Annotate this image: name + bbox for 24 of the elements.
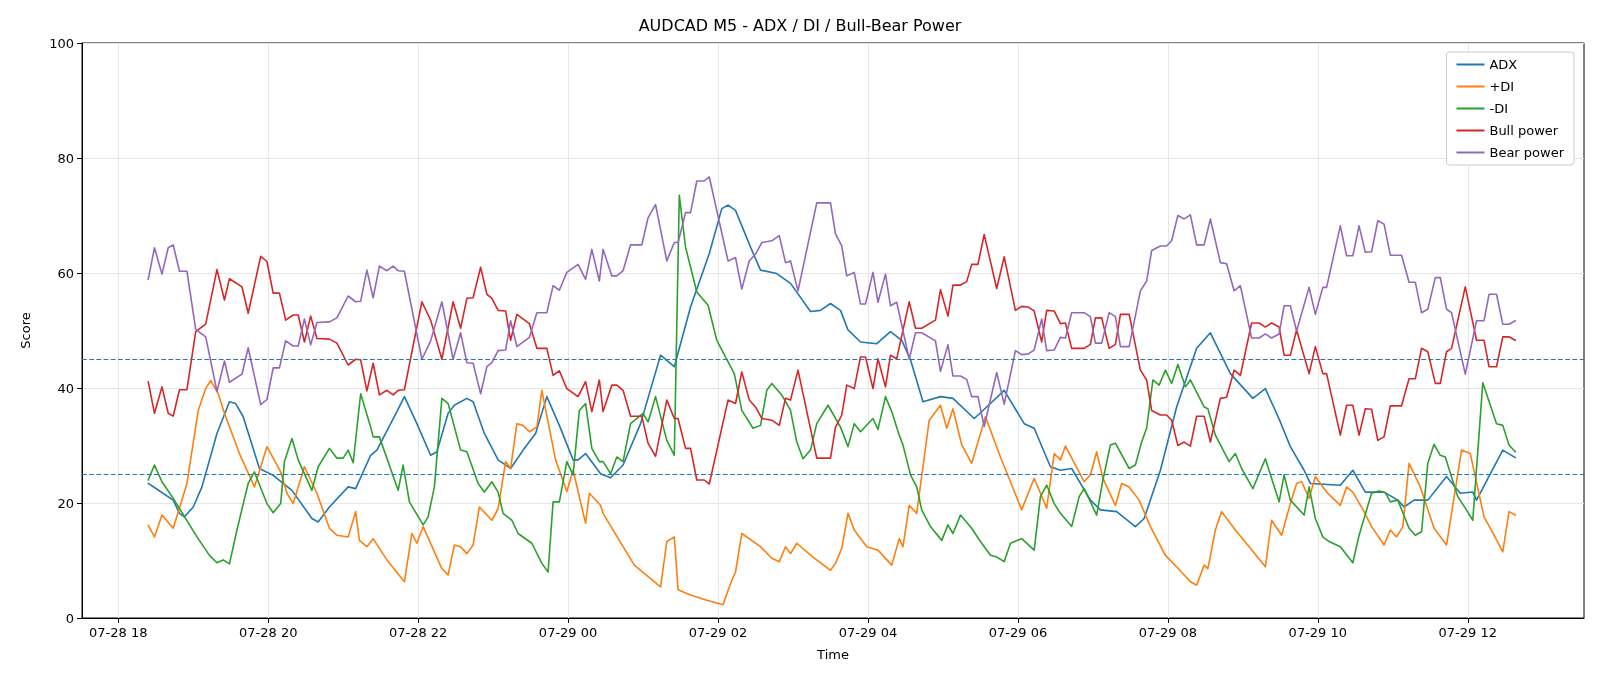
x-tick-label: 07-29 04 [838,625,898,640]
x-tick-label: 07-28 18 [89,625,148,640]
x-axis-title: Time [816,647,849,662]
x-tick-label: 07-28 22 [388,625,448,640]
y-tick-label: 60 [57,265,74,281]
legend-label: +DI [1489,79,1515,94]
x-tick-label: 07-29 10 [1288,625,1348,640]
x-tick-label: 07-29 06 [988,625,1048,640]
y-axis-title: Score [18,312,33,349]
y-tick-label: 0 [65,610,74,626]
y-tick-label: 40 [57,380,74,396]
legend-label: Bull power [1489,123,1559,138]
x-tick-label: 07-29 00 [538,625,598,640]
x-tick-label: 07-29 02 [688,625,748,640]
y-tick-label: 80 [57,150,74,166]
x-tick-label: 07-29 12 [1438,625,1498,640]
legend-label: ADX [1489,57,1518,72]
legend-label: Bear power [1489,145,1565,160]
y-tick-label: 20 [57,495,74,511]
chart-title: AUDCAD M5 - ADX / DI / Bull-Bear Power [638,15,962,35]
x-tick-label: 07-28 20 [238,625,298,640]
y-tick-label: 100 [49,35,74,51]
legend-label: -DI [1489,101,1509,116]
x-tick-label: 07-29 08 [1138,625,1198,640]
